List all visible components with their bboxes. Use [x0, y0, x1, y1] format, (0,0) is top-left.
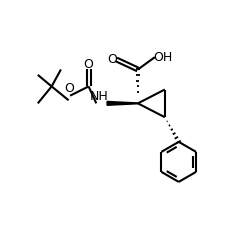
Text: NH: NH — [90, 90, 109, 103]
Polygon shape — [107, 102, 138, 106]
Text: O: O — [107, 53, 117, 66]
Text: O: O — [84, 58, 93, 71]
Text: O: O — [64, 82, 74, 95]
Text: OH: OH — [153, 51, 172, 64]
